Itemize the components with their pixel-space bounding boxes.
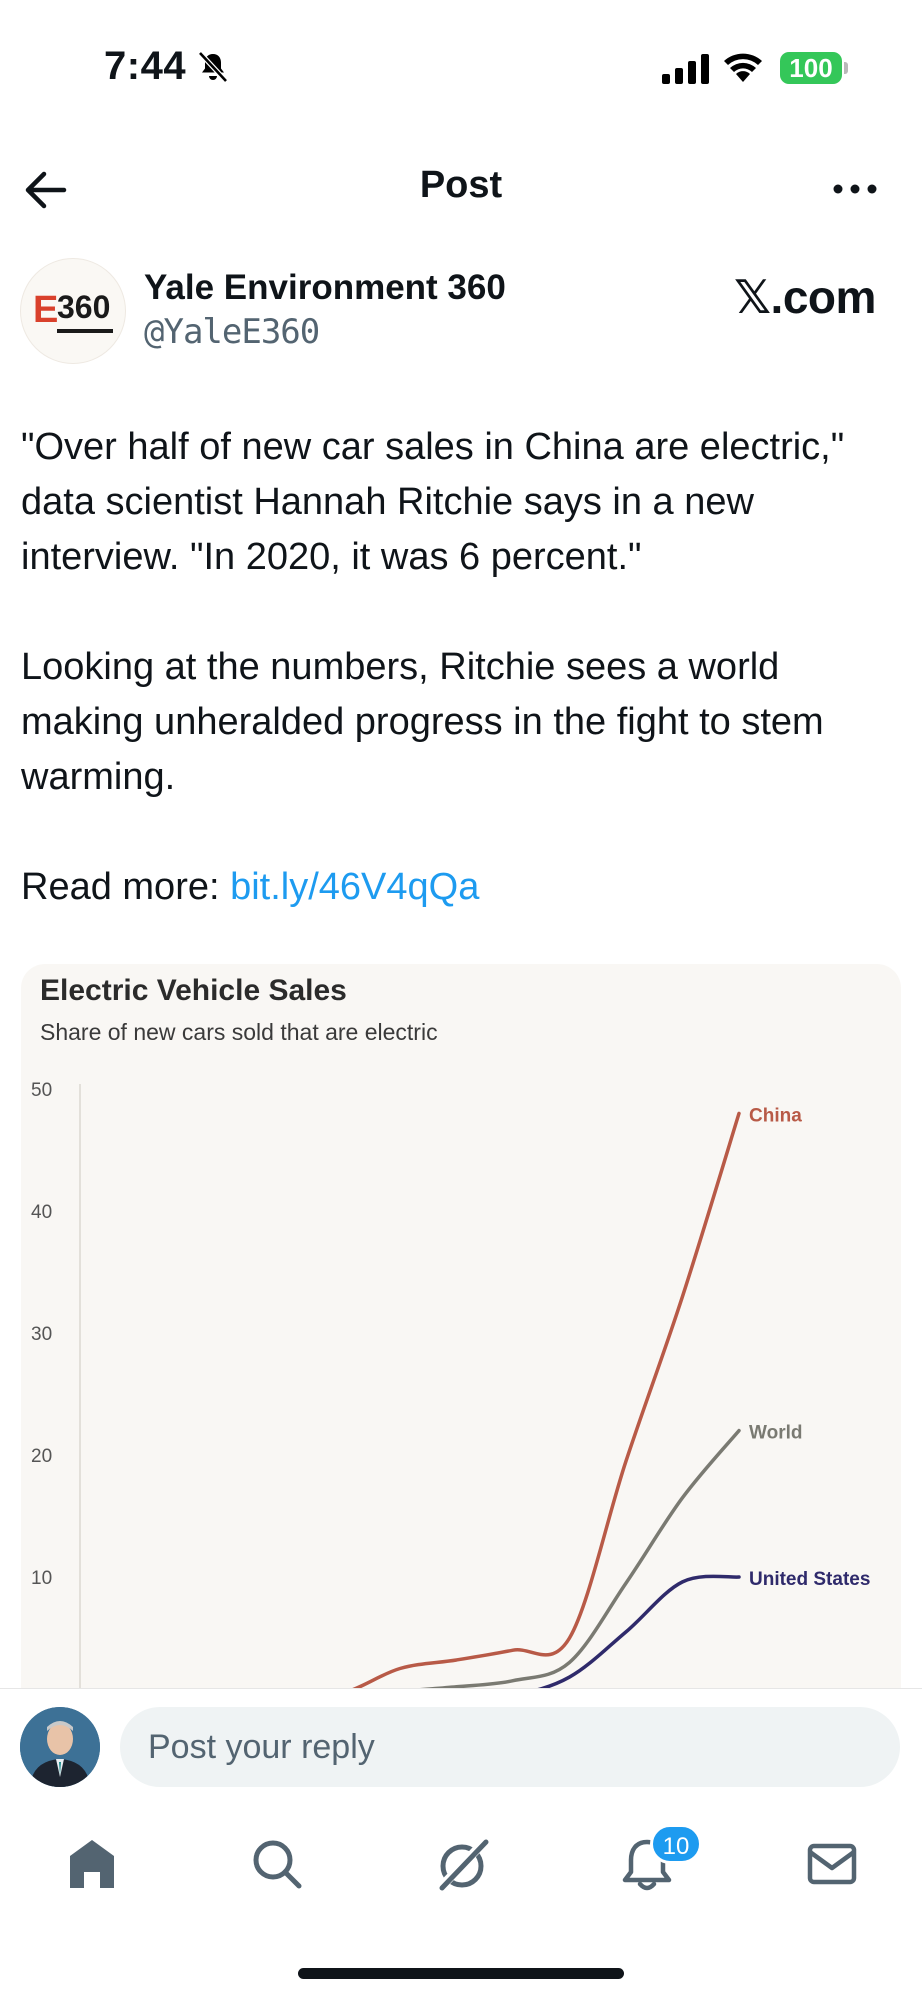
chart-subtitle: Share of new cars sold that are electric <box>40 1019 438 1045</box>
user-avatar[interactable] <box>20 1707 100 1787</box>
y-tick-label: 20 <box>31 1446 52 1467</box>
home-indicator <box>298 1968 624 1979</box>
read-more-prefix: Read more: <box>21 866 231 908</box>
messages-icon[interactable] <box>802 1834 862 1894</box>
reply-input[interactable]: Post your reply <box>120 1707 900 1787</box>
series-line-world <box>59 1428 741 1702</box>
battery-tip <box>844 62 848 74</box>
series-line-united-states <box>59 1574 741 1702</box>
paragraph-gap <box>21 585 901 640</box>
paragraph-gap <box>21 805 901 860</box>
series-label-china: China <box>749 1105 802 1126</box>
bell-slash-icon <box>198 51 228 83</box>
home-icon[interactable] <box>62 1834 122 1894</box>
series-label-united-states: United States <box>749 1569 870 1590</box>
logo-number: 360 <box>57 289 111 325</box>
chart-image[interactable]: 10 20 30 40 50 China World United States Electr… <box>21 964 901 1724</box>
more-horizontal-icon[interactable] <box>830 174 880 204</box>
bottom-nav: 10 <box>0 1804 922 2000</box>
post-paragraph: Looking at the numbers, Ritchie sees a w… <box>21 646 824 798</box>
source-label: 𝕏.com <box>734 271 876 323</box>
article-link[interactable]: bit.ly/46V4qQa <box>230 866 480 908</box>
series-line-china <box>59 1111 741 1702</box>
status-bar: 7:44 100 <box>0 0 922 130</box>
author-handle[interactable]: @YaleE360 <box>144 312 320 352</box>
logo-underline <box>57 329 113 333</box>
status-time: 7:44 <box>104 44 187 88</box>
read-more-line: Read more: bit.ly/46V4qQa <box>21 860 901 915</box>
ev-sales-chart: 10 20 30 40 50 China World United States <box>31 1080 870 1724</box>
reply-bar: Post your reply <box>0 1688 922 1804</box>
user-avatar-image <box>20 1707 100 1787</box>
page-title: Post <box>419 164 503 206</box>
logo-letter: E <box>33 289 59 331</box>
cellular-signal-icon <box>662 54 709 84</box>
notification-badge: 10 <box>650 1824 702 1864</box>
post-body: "Over half of new car sales in China are… <box>21 420 901 915</box>
y-tick-label: 30 <box>31 1324 52 1345</box>
author-name[interactable]: Yale Environment 360 <box>144 268 506 307</box>
wifi-icon <box>724 53 762 82</box>
battery-icon: 100 <box>780 52 842 84</box>
grok-icon[interactable] <box>432 1834 492 1894</box>
y-tick-label: 50 <box>31 1080 52 1101</box>
y-tick-label: 40 <box>31 1202 52 1223</box>
post-paragraph: "Over half of new car sales in China are… <box>21 426 845 578</box>
arrow-left-icon[interactable] <box>22 168 68 212</box>
post-header: Post <box>0 150 922 230</box>
y-tick-label: 10 <box>31 1568 52 1589</box>
chart-title: Electric Vehicle Sales <box>40 974 347 1007</box>
series-label-world: World <box>749 1423 802 1444</box>
search-icon[interactable] <box>247 1834 307 1894</box>
author-avatar[interactable]: E 360 <box>20 258 126 364</box>
